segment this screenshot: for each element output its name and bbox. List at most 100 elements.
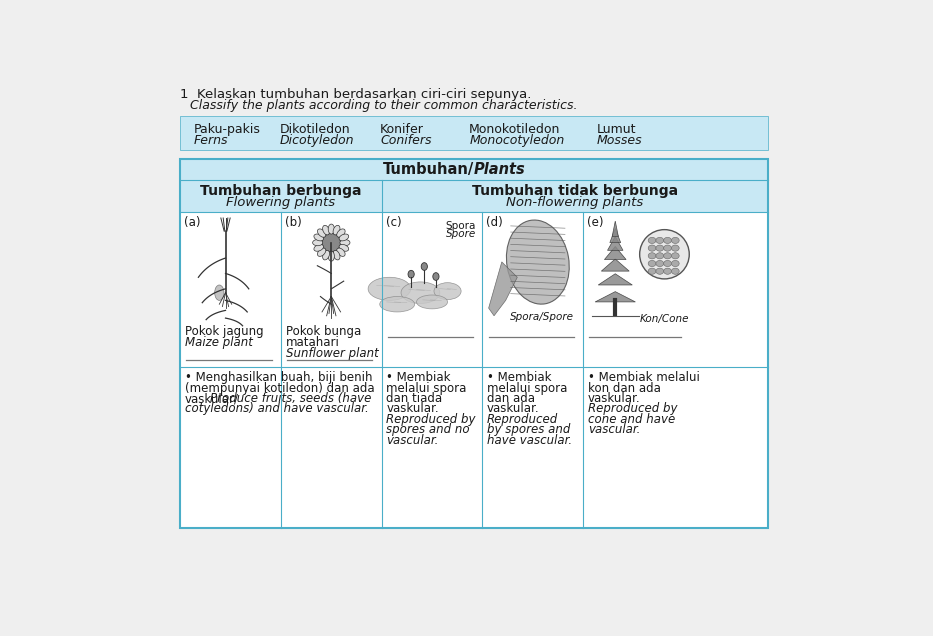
- Text: Monocotyledon: Monocotyledon: [469, 134, 564, 147]
- Ellipse shape: [369, 277, 411, 300]
- Ellipse shape: [656, 245, 663, 251]
- Text: Spora: Spora: [446, 221, 476, 231]
- Bar: [180, 179, 382, 212]
- Text: melalui spora: melalui spora: [487, 382, 567, 394]
- Text: matahari: matahari: [285, 336, 340, 349]
- Bar: [180, 116, 768, 150]
- Ellipse shape: [380, 296, 414, 312]
- Text: vaskular.: vaskular.: [588, 392, 640, 405]
- Text: Konifer: Konifer: [380, 123, 424, 135]
- Polygon shape: [595, 292, 635, 302]
- Polygon shape: [601, 259, 629, 271]
- Text: Plants: Plants: [474, 162, 525, 177]
- Text: • Membiak: • Membiak: [487, 371, 551, 384]
- Ellipse shape: [672, 260, 679, 266]
- Text: by spores and: by spores and: [487, 423, 570, 436]
- Text: dan ada: dan ada: [487, 392, 535, 405]
- Ellipse shape: [323, 251, 329, 260]
- Text: (d): (d): [486, 216, 503, 229]
- Text: Non-flowering plants: Non-flowering plants: [506, 196, 643, 209]
- Ellipse shape: [333, 225, 340, 235]
- Ellipse shape: [337, 248, 345, 256]
- Ellipse shape: [656, 252, 663, 259]
- Polygon shape: [489, 262, 517, 316]
- Text: Flowering plants: Flowering plants: [227, 196, 336, 209]
- Text: Spora/Spore: Spora/Spore: [509, 312, 574, 322]
- Ellipse shape: [421, 263, 427, 270]
- Ellipse shape: [313, 234, 324, 241]
- Text: spores and no: spores and no: [386, 423, 470, 436]
- Text: vascular.: vascular.: [386, 434, 439, 446]
- Text: Paku-pakis: Paku-pakis: [194, 123, 261, 135]
- Text: Tumbuhan berbunga: Tumbuhan berbunga: [201, 184, 362, 198]
- Text: cotyledons) and have vascular.: cotyledons) and have vascular.: [185, 403, 369, 415]
- Ellipse shape: [663, 260, 672, 266]
- Ellipse shape: [333, 251, 340, 260]
- Polygon shape: [612, 221, 619, 237]
- Bar: [180, 160, 768, 179]
- Ellipse shape: [672, 245, 679, 251]
- Ellipse shape: [656, 237, 663, 244]
- Text: Classify the plants according to their common characteristics.: Classify the plants according to their c…: [190, 99, 578, 113]
- Ellipse shape: [313, 244, 324, 251]
- Text: Pokok jagung: Pokok jagung: [185, 325, 263, 338]
- Ellipse shape: [401, 282, 439, 303]
- Ellipse shape: [317, 229, 326, 237]
- Bar: [180, 160, 768, 527]
- Text: melalui spora: melalui spora: [386, 382, 466, 394]
- Ellipse shape: [656, 268, 663, 274]
- Text: have vascular.: have vascular.: [487, 434, 572, 446]
- Circle shape: [322, 233, 341, 252]
- Text: Kon/Cone: Kon/Cone: [640, 314, 689, 324]
- Text: Produce fruits, seeds (have: Produce fruits, seeds (have: [211, 392, 371, 405]
- Bar: [281, 368, 282, 527]
- Ellipse shape: [337, 229, 345, 237]
- Ellipse shape: [663, 245, 672, 251]
- Ellipse shape: [648, 245, 656, 251]
- Text: Maize plant: Maize plant: [185, 336, 253, 349]
- Text: Sunflower plant: Sunflower plant: [285, 347, 378, 359]
- Text: Monokotiledon: Monokotiledon: [469, 123, 561, 135]
- Text: vaskular.: vaskular.: [487, 403, 539, 415]
- Text: • Membiak: • Membiak: [386, 371, 451, 384]
- Ellipse shape: [328, 224, 334, 234]
- Text: • Membiak melalui: • Membiak melalui: [588, 371, 700, 384]
- Polygon shape: [610, 228, 620, 243]
- Bar: [382, 179, 768, 212]
- Text: Reproduced: Reproduced: [487, 413, 558, 426]
- Polygon shape: [598, 273, 633, 285]
- Text: Reproduced by: Reproduced by: [386, 413, 476, 426]
- Text: Tumbuhan/: Tumbuhan/: [383, 162, 474, 177]
- Ellipse shape: [313, 240, 323, 245]
- Ellipse shape: [663, 268, 672, 274]
- Ellipse shape: [648, 260, 656, 266]
- Bar: [180, 160, 768, 527]
- Text: cone and have: cone and have: [588, 413, 675, 426]
- Text: Conifers: Conifers: [380, 134, 432, 147]
- Ellipse shape: [408, 270, 414, 278]
- Ellipse shape: [328, 251, 334, 261]
- Text: Pokok bunga: Pokok bunga: [285, 325, 361, 338]
- Text: dan tiada: dan tiada: [386, 392, 442, 405]
- Text: vascular.: vascular.: [588, 423, 640, 436]
- Ellipse shape: [663, 252, 672, 259]
- Circle shape: [640, 230, 689, 279]
- Ellipse shape: [672, 252, 679, 259]
- Ellipse shape: [317, 248, 326, 256]
- Ellipse shape: [339, 244, 349, 251]
- Text: Lumut: Lumut: [597, 123, 636, 135]
- Text: Ferns: Ferns: [194, 134, 229, 147]
- Ellipse shape: [507, 220, 569, 304]
- Text: Mosses: Mosses: [597, 134, 643, 147]
- Ellipse shape: [672, 237, 679, 244]
- Ellipse shape: [433, 273, 439, 280]
- Polygon shape: [607, 237, 623, 251]
- Ellipse shape: [434, 282, 461, 300]
- Text: (a): (a): [184, 216, 201, 229]
- Ellipse shape: [648, 268, 656, 274]
- Text: vaskular.: vaskular.: [386, 403, 439, 415]
- Ellipse shape: [656, 260, 663, 266]
- Text: vaskular/: vaskular/: [185, 392, 239, 405]
- Text: Reproduced by: Reproduced by: [588, 403, 677, 415]
- Text: (mempunyai kotiledon) dan ada: (mempunyai kotiledon) dan ada: [185, 382, 374, 394]
